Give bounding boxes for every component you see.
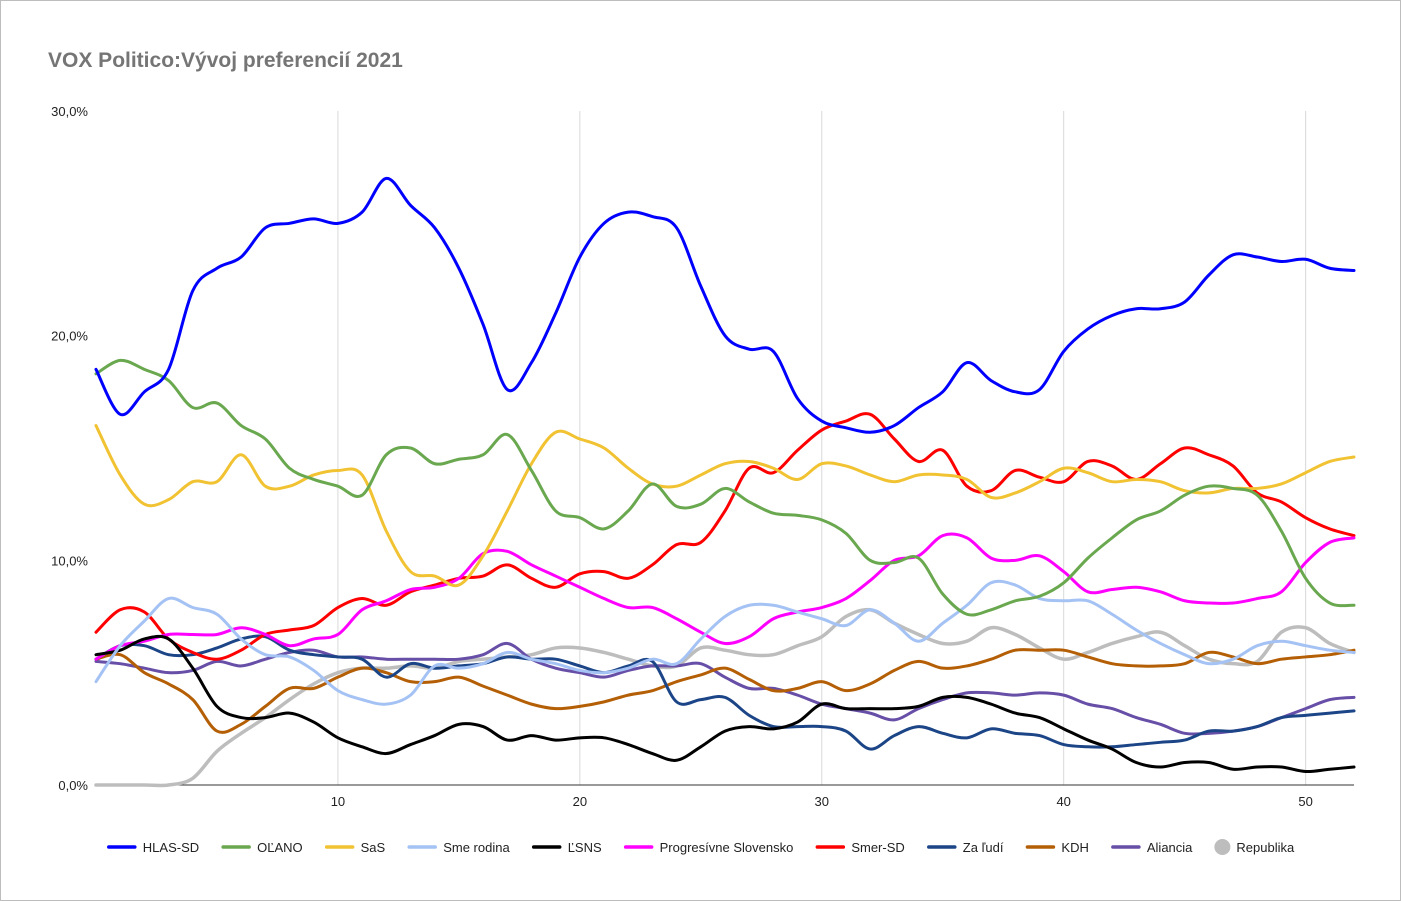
y-tick-label: 10,0% bbox=[51, 553, 88, 568]
legend-item-za-ludi: Za ľudí bbox=[927, 840, 1004, 855]
series-line-aliancia bbox=[94, 641, 1356, 736]
legend-label: Za ľudí bbox=[963, 840, 1004, 855]
series-line-sas bbox=[94, 424, 1356, 588]
y-tick-label: 0,0% bbox=[58, 778, 88, 793]
legend-label: ĽSNS bbox=[568, 840, 602, 855]
series-line-olano bbox=[94, 358, 1356, 617]
legend-label: KDH bbox=[1061, 840, 1088, 855]
x-tick-label: 50 bbox=[1298, 794, 1312, 809]
legend-label: Smer-SD bbox=[851, 840, 904, 855]
series-line-za-ludi bbox=[94, 634, 1356, 751]
legend-label: Republika bbox=[1236, 840, 1295, 855]
legend-item-kdh: KDH bbox=[1025, 840, 1089, 855]
series-line-smer-sd bbox=[94, 412, 1356, 661]
legend-label: SaS bbox=[361, 840, 386, 855]
legend-item-progresivne-slovensko: Progresívne Slovensko bbox=[623, 840, 794, 855]
x-tick-label: 20 bbox=[573, 794, 587, 809]
legend-label: OĽANO bbox=[257, 840, 303, 855]
legend-item-sas: SaS bbox=[324, 840, 386, 855]
legend-label: Sme rodina bbox=[443, 840, 510, 855]
legend-item-aliancia: Aliancia bbox=[1111, 840, 1193, 855]
y-tick-label: 20,0% bbox=[51, 329, 88, 344]
y-tick-label: 30,0% bbox=[51, 104, 88, 119]
series-line-kdh bbox=[94, 648, 1356, 734]
legend-item-republika: Republika bbox=[1214, 839, 1295, 855]
legend-label: HLAS-SD bbox=[143, 840, 199, 855]
legend-label: Aliancia bbox=[1147, 840, 1193, 855]
series-line-lsns bbox=[94, 634, 1356, 774]
legend-item-sme-rodina: Sme rodina bbox=[407, 840, 510, 855]
series-lines bbox=[94, 176, 1356, 788]
x-tick-label: 30 bbox=[815, 794, 829, 809]
legend: HLAS-SD OĽANO SaS Sme rodina ĽSNS Progresívne… bbox=[107, 839, 1295, 855]
series-line-sme-rodina bbox=[94, 579, 1356, 706]
legend-item-olano: OĽANO bbox=[221, 840, 303, 855]
legend-label: Progresívne Slovensko bbox=[660, 840, 794, 855]
x-tick-label: 10 bbox=[331, 794, 345, 809]
axes: 10 20 30 40 50 0,0% 10,0% 20,0% 30,0% bbox=[51, 104, 1354, 809]
legend-item-smer-sd: Smer-SD bbox=[815, 840, 905, 855]
series-line-hlas-sd bbox=[94, 176, 1356, 434]
series-line-progresivne-slovensko bbox=[94, 532, 1356, 661]
gridlines bbox=[337, 111, 1307, 785]
x-tick-label: 40 bbox=[1056, 794, 1070, 809]
legend-marker bbox=[1214, 839, 1231, 855]
legend-item-lsns: ĽSNS bbox=[531, 840, 602, 855]
chart-title: VOX Politico:Vývoj preferencií 2021 bbox=[48, 49, 403, 72]
legend-item-hlas-sd: HLAS-SD bbox=[107, 840, 199, 855]
